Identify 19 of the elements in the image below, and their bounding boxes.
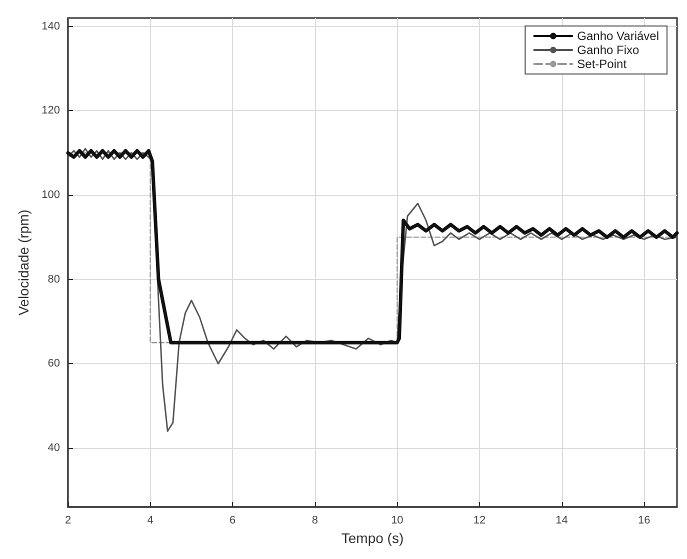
y-tick-label: 140 [42, 20, 60, 32]
x-tick-label: 4 [147, 514, 154, 526]
legend-label: Set-Point [577, 57, 628, 71]
y-tick-label: 40 [48, 442, 60, 454]
y-tick-label: 100 [42, 189, 60, 202]
x-tick-label: 10 [391, 514, 404, 526]
x-tick-label: 6 [230, 514, 236, 526]
x-tick-label: 14 [556, 514, 568, 526]
legend-label: Ganho Variável [577, 29, 659, 43]
y-axis-title: Velocidade (rpm) [16, 210, 32, 316]
x-axis-title: Tempo (s) [341, 530, 404, 546]
x-tick-label: 8 [312, 514, 318, 526]
y-tick-label: 60 [48, 358, 60, 370]
x-tick-label: 2 [64, 514, 72, 526]
x-tick-label: 12 [473, 514, 486, 526]
y-tick-label: 120 [42, 104, 60, 117]
y-tick-label: 80 [48, 273, 60, 286]
legend-label: Ganho Fixo [577, 43, 640, 57]
x-tick-label: 16 [638, 514, 650, 526]
